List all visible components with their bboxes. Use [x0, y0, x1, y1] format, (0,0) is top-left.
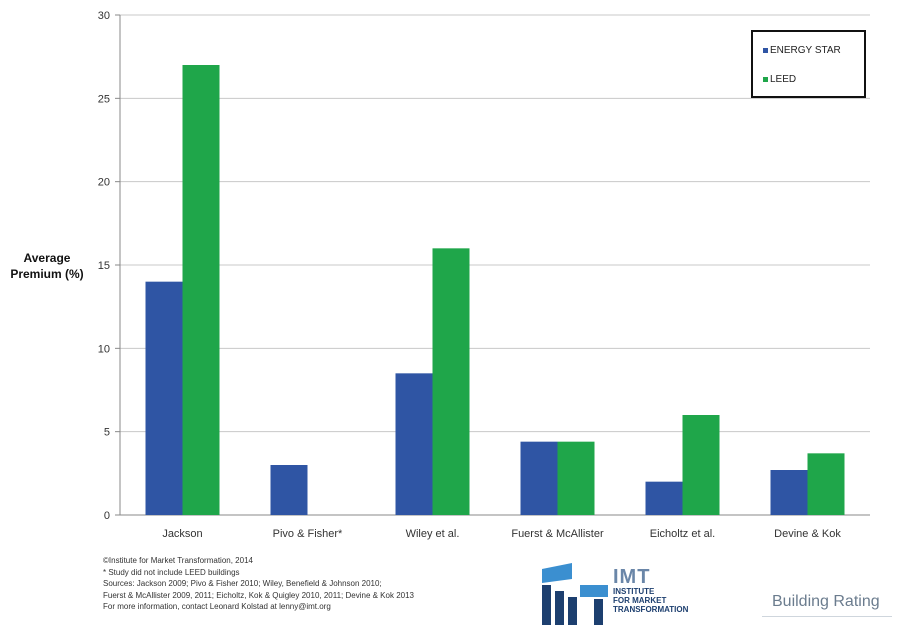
- x-tick-label: Fuerst & McAllister: [511, 528, 604, 540]
- bar-energy-star: [145, 281, 183, 515]
- bar-leed: [182, 65, 220, 515]
- x-tick-label: Jackson: [162, 528, 202, 540]
- building-rating-logo: Building Rating: [772, 593, 880, 610]
- bar-energy-star: [520, 441, 558, 515]
- imt-wordmark: IMT INSTITUTE FOR MARKET TRANSFORMATION: [613, 567, 688, 614]
- y-tick-label: 20: [98, 177, 110, 189]
- legend: ENERGY STAR LEED: [751, 30, 866, 98]
- y-axis-label-line-2: Premium (%): [10, 267, 84, 281]
- footer-notes: ©Institute for Market Transformation, 20…: [103, 555, 523, 613]
- legend-swatch-energy-star: [763, 48, 768, 53]
- x-tick-label: Eicholtz et al.: [650, 528, 715, 540]
- legend-label-leed: LEED: [770, 74, 797, 85]
- bar-leed: [557, 441, 595, 515]
- legend-swatch-leed: [763, 77, 768, 82]
- x-tick-label: Pivo & Fisher*: [273, 528, 343, 540]
- building-rating-underline: [762, 616, 892, 617]
- legend-item-leed: LEED: [763, 74, 796, 85]
- footer-sources-1: Sources: Jackson 2009; Pivo & Fisher 201…: [103, 579, 382, 588]
- y-tick-label: 15: [98, 260, 110, 272]
- bar-energy-star: [645, 481, 683, 515]
- bar-leed: [807, 453, 845, 515]
- y-tick-label: 30: [98, 10, 110, 22]
- bar-energy-star: [270, 465, 308, 515]
- y-tick-label: 10: [98, 343, 110, 355]
- bar-leed: [682, 415, 720, 515]
- imt-logo-icon: [542, 563, 608, 625]
- y-tick-label: 5: [104, 427, 110, 439]
- footer-note: * Study did not include LEED buildings: [103, 567, 240, 577]
- imt-abbr: IMT: [613, 566, 651, 588]
- legend-item-energy-star: ENERGY STAR: [763, 45, 841, 56]
- imt-line-2: FOR MARKET: [613, 596, 667, 605]
- x-tick-label: Wiley et al.: [406, 528, 460, 540]
- footer-copyright: ©Institute for Market Transformation, 20…: [103, 556, 253, 565]
- bar-energy-star: [770, 470, 808, 515]
- y-axis-label: Average Premium (%): [4, 250, 90, 282]
- footer-sources-2: Fuerst & McAllister 2009, 2011; Eicholtz…: [103, 590, 414, 600]
- imt-line-1: INSTITUTE: [613, 587, 655, 596]
- bar-leed: [432, 248, 470, 516]
- y-axis-label-line-1: Average: [23, 251, 71, 265]
- imt-logo: [538, 561, 733, 627]
- imt-line-3: TRANSFORMATION: [613, 605, 689, 614]
- bar-energy-star: [395, 373, 433, 515]
- y-tick-label: 0: [104, 510, 110, 522]
- y-tick-label: 25: [98, 93, 110, 105]
- x-tick-label: Devine & Kok: [774, 528, 841, 540]
- footer-contact: For more information, contact Leonard Ko…: [103, 602, 331, 611]
- legend-label-energy-star: ENERGY STAR: [770, 45, 841, 56]
